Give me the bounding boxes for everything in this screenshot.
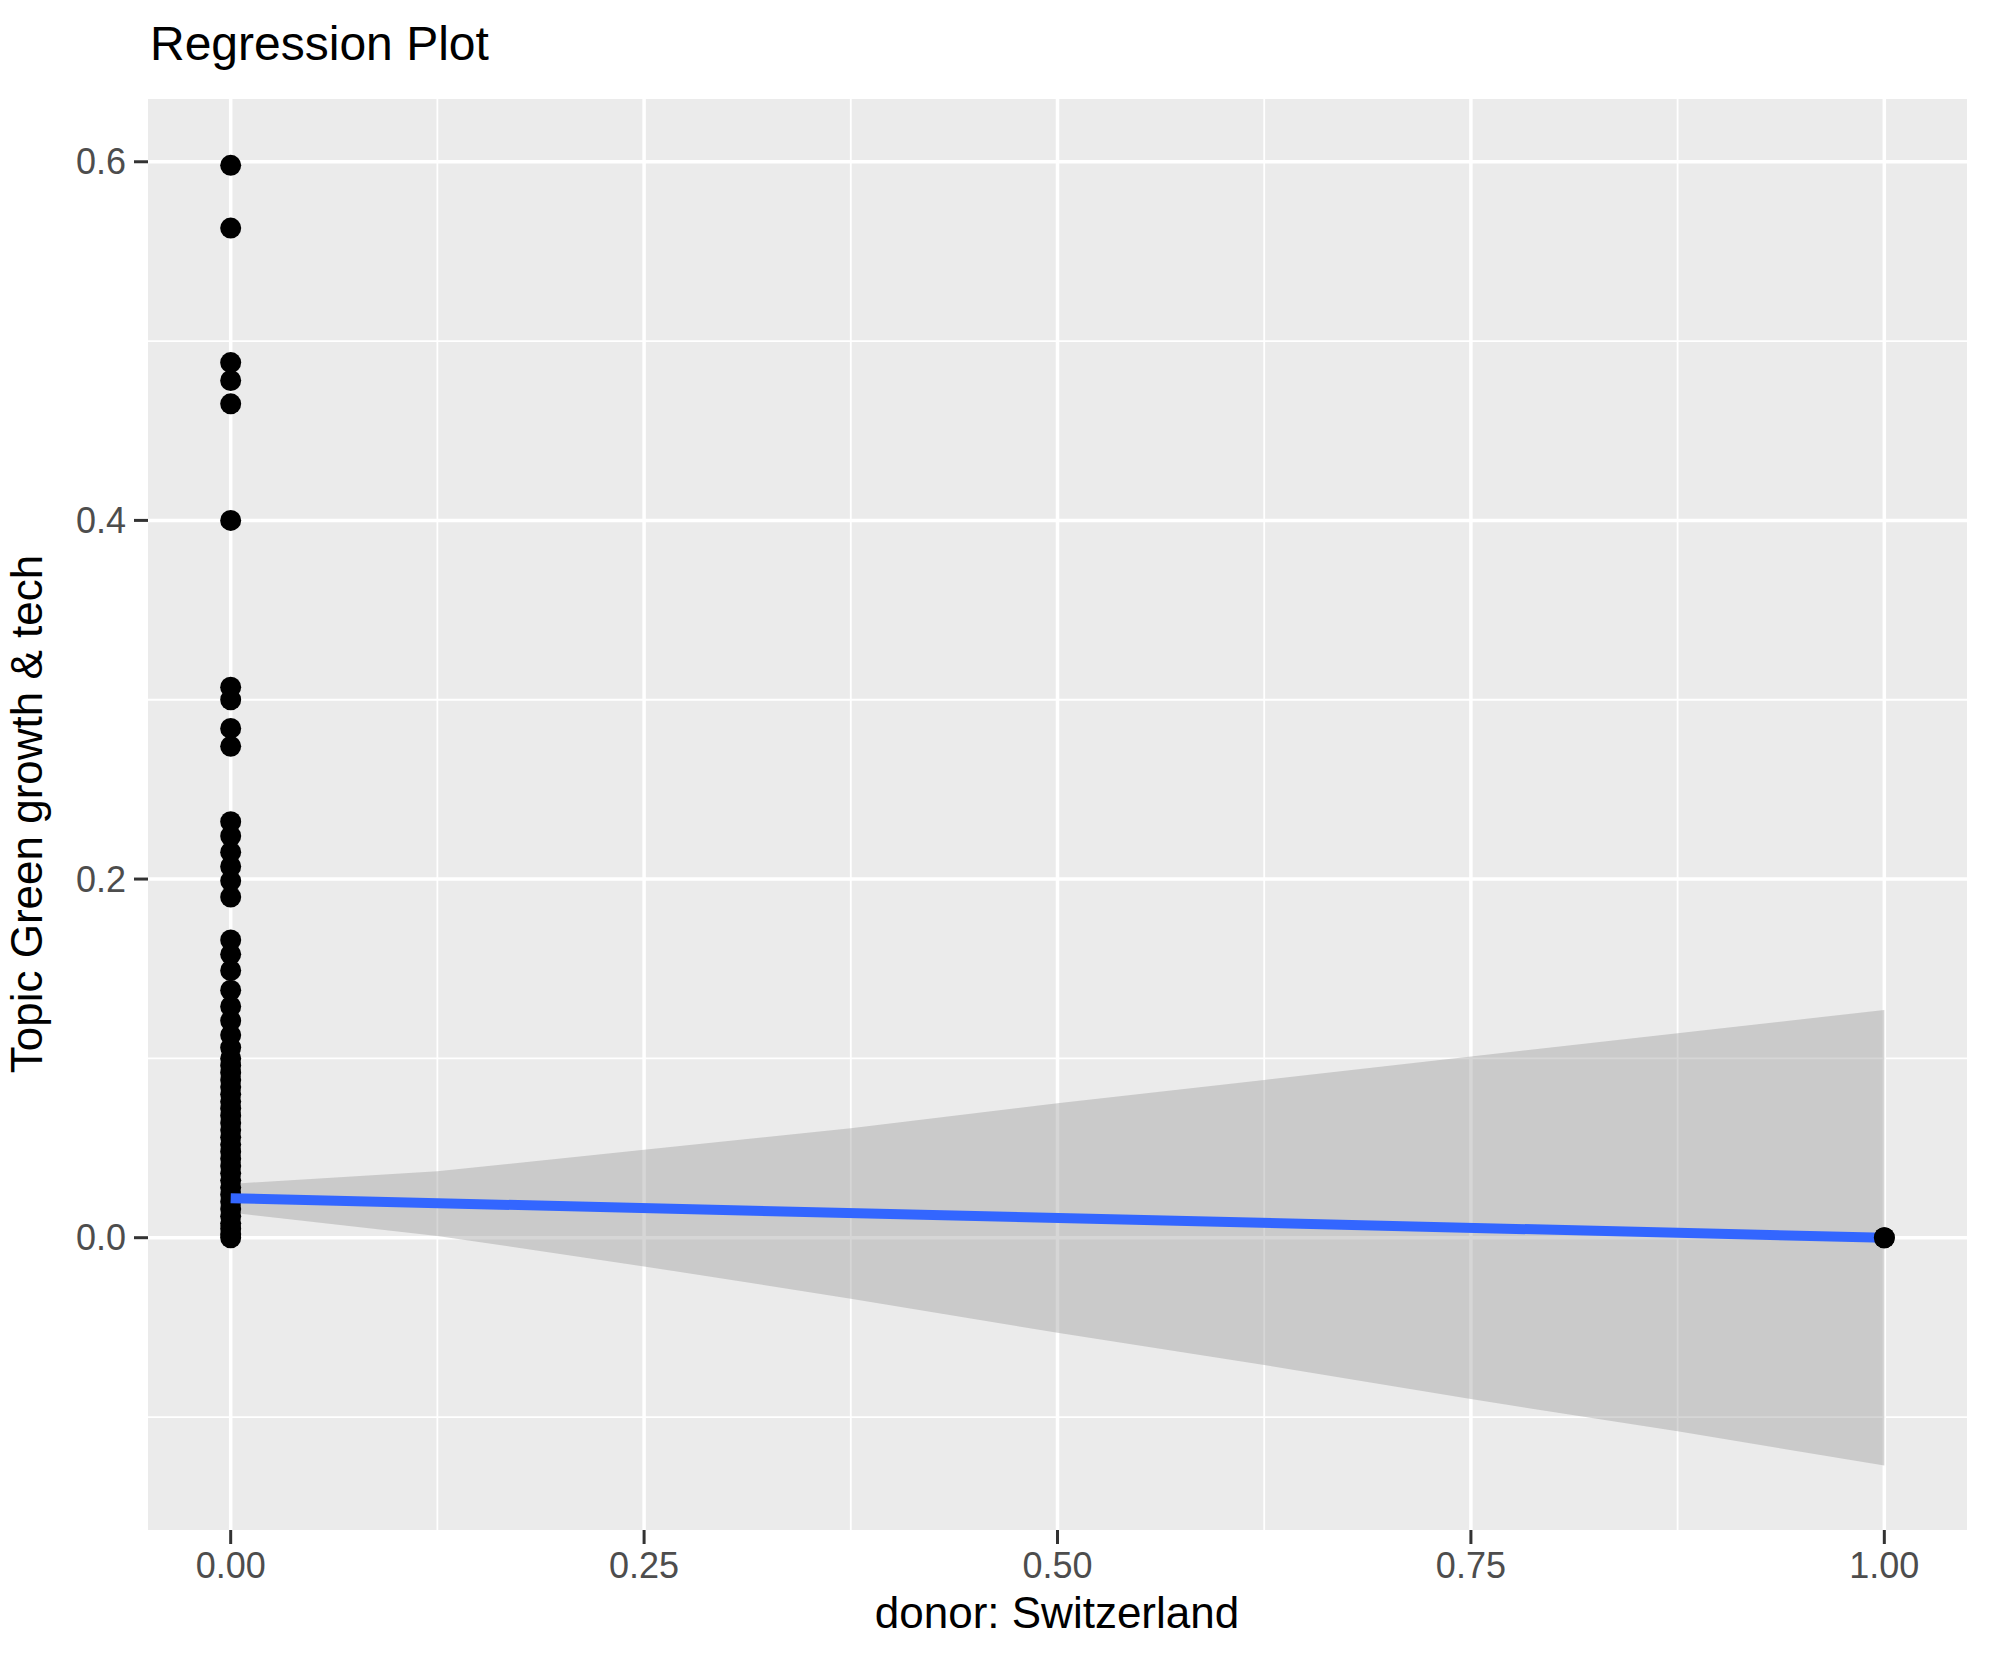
x-tick-label: 0.00	[196, 1545, 266, 1586]
x-tick-label: 1.00	[1849, 1545, 1919, 1586]
y-axis-label: Topic Green growth & tech	[2, 555, 51, 1073]
y-tick-label: 0.4	[76, 500, 126, 541]
data-point	[220, 370, 241, 391]
y-tick-label: 0.0	[76, 1217, 126, 1258]
x-axis-label: donor: Switzerland	[875, 1588, 1239, 1637]
y-tick-label: 0.6	[76, 141, 126, 182]
data-point	[220, 718, 241, 739]
data-point	[220, 960, 241, 981]
regression-plot-figure: Regression Plot 0.00 0.25 0.50 0.75 1.00 0.0…	[0, 0, 1990, 1665]
data-point	[220, 510, 241, 531]
data-point	[220, 886, 241, 907]
data-point	[220, 1227, 241, 1248]
data-point	[220, 393, 241, 414]
data-point	[220, 352, 241, 373]
x-tick-label: 0.75	[1436, 1545, 1506, 1586]
data-point	[220, 218, 241, 239]
y-axis-ticks: 0.0 0.2 0.4 0.6	[76, 141, 148, 1258]
x-tick-label: 0.25	[609, 1545, 679, 1586]
data-point	[220, 689, 241, 710]
x-axis-ticks: 0.00 0.25 0.50 0.75 1.00	[196, 1530, 1920, 1586]
x-tick-label: 0.50	[1022, 1545, 1092, 1586]
data-point	[220, 155, 241, 176]
y-tick-label: 0.2	[76, 859, 126, 900]
chart-canvas: Regression Plot 0.00 0.25 0.50 0.75 1.00 0.0…	[0, 0, 1990, 1665]
plot-panel	[148, 99, 1967, 1530]
data-point	[1874, 1227, 1895, 1248]
plot-title: Regression Plot	[150, 17, 489, 70]
data-point	[220, 736, 241, 757]
